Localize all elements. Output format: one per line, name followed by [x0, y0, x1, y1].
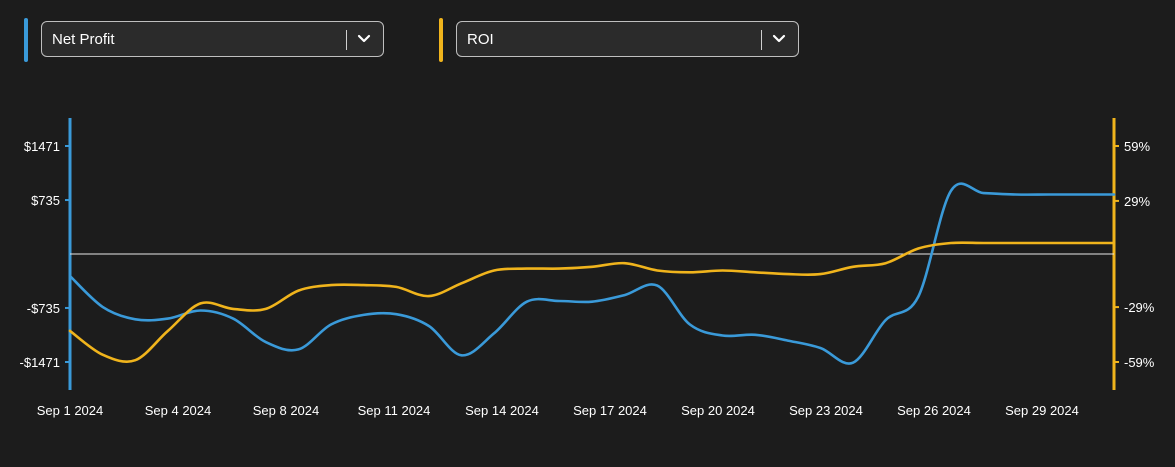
x-axis-tick-label: Sep 8 2024: [253, 403, 320, 418]
chevron-down-icon[interactable]: [353, 28, 375, 50]
net-profit-dropdown[interactable]: Net Profit: [41, 21, 384, 57]
x-axis-tick-label: Sep 26 2024: [897, 403, 971, 418]
dropdown-divider: [761, 30, 762, 50]
x-axis-tick-label: Sep 20 2024: [681, 403, 755, 418]
x-axis-tick-label: Sep 4 2024: [145, 403, 212, 418]
chevron-down-icon[interactable]: [768, 28, 790, 50]
left-axis-tick-label: -$735: [27, 301, 60, 316]
x-axis-tick-label: Sep 11 2024: [358, 403, 431, 418]
x-axis-tick-label: Sep 1 2024: [37, 403, 104, 418]
dropdown-divider: [346, 30, 347, 50]
left-axis-tick-label: $1471: [24, 139, 60, 154]
series-color-bar: [24, 18, 28, 62]
right-axis-tick-label: -59%: [1124, 355, 1155, 370]
left-axis-tick-label: $735: [31, 193, 60, 208]
roi-dropdown[interactable]: ROI: [456, 21, 799, 57]
right-axis-tick-label: -29%: [1124, 300, 1155, 315]
x-axis-tick-label: Sep 29 2024: [1005, 403, 1079, 418]
series-color-bar: [439, 18, 443, 62]
left-axis-tick-label: -$1471: [20, 355, 60, 370]
x-axis-tick-label: Sep 23 2024: [789, 403, 863, 418]
net-profit-series-line: [68, 182, 1116, 365]
right-axis-tick-label: 29%: [1124, 194, 1150, 209]
x-axis-tick-label: Sep 17 2024: [573, 403, 647, 418]
dropdown-selected-value: ROI: [467, 31, 494, 48]
dropdown-selected-value: Net Profit: [52, 31, 115, 48]
roi-series-line: [68, 241, 1116, 363]
right-axis-tick-label: 59%: [1124, 139, 1150, 154]
x-axis-tick-label: Sep 14 2024: [465, 403, 539, 418]
